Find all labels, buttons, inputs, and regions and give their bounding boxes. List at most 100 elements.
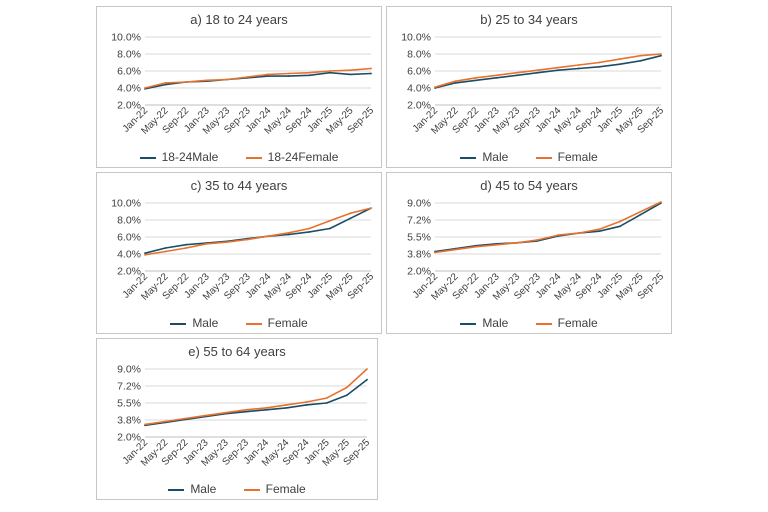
legend-label-female: Female — [557, 150, 598, 164]
chart-panel-d: d) 45 to 54 years 2.0% 3.8% 5.5% 7.2% 9.0% Ja… — [386, 172, 672, 334]
data-point-male — [164, 83, 167, 86]
y-tick-label: 8.0% — [407, 49, 431, 61]
data-point-female — [245, 408, 247, 411]
data-point-female — [205, 242, 208, 245]
y-tick-label: 2.0% — [407, 266, 431, 278]
y-tick-label: 2.0% — [407, 100, 431, 112]
data-point-female — [495, 243, 498, 246]
data-point-female — [164, 420, 167, 423]
data-point-female — [267, 73, 270, 76]
legend-item-female: Female — [245, 316, 308, 330]
y-tick-label: 6.0% — [117, 232, 141, 244]
y-tick-label: 7.2% — [407, 215, 431, 227]
data-point-male — [144, 252, 146, 255]
legend: Male Female — [387, 150, 671, 164]
y-tick-label: 10.0% — [111, 32, 141, 44]
legend-item-male: Male — [460, 150, 508, 164]
data-point-female — [329, 70, 331, 72]
chart-title: b) 25 to 34 years — [480, 12, 578, 27]
data-point-male — [598, 230, 601, 233]
data-point-male — [619, 225, 621, 228]
data-point-male — [287, 233, 290, 236]
legend-item-male: Male — [460, 316, 508, 330]
data-point-female — [475, 76, 477, 79]
data-point-female — [598, 61, 601, 64]
legend-swatch-male — [168, 488, 185, 491]
data-point-female — [660, 201, 662, 203]
chart-svg: 2.0%3.8%5.5%7.2%9.0%Jan-22May-22Sep-22Ja… — [117, 364, 372, 469]
legend: Male Female — [97, 316, 381, 330]
legend-item-male: Male — [170, 316, 218, 330]
data-point-female — [557, 234, 560, 236]
data-point-male — [495, 76, 498, 79]
legend: Male Female — [97, 482, 377, 496]
legend-item-male: Male — [168, 482, 216, 496]
data-point-female — [144, 87, 146, 89]
data-point-female — [329, 219, 331, 222]
data-point-female — [144, 253, 146, 256]
data-point-female — [164, 250, 167, 253]
y-tick-label: 4.0% — [117, 83, 141, 95]
chart-panel-b: b) 25 to 34 years 2.0% 4.0% 6.0% 8.0% 10.0% J… — [386, 6, 672, 168]
y-tick-label: 7.2% — [117, 381, 141, 393]
data-point-male — [287, 75, 290, 77]
data-point-female — [287, 72, 290, 75]
data-point-male — [536, 71, 539, 74]
data-point-female — [639, 210, 642, 213]
chart-svg: 2.0%3.8%5.5%7.2%9.0%Jan-22May-22Sep-22Ja… — [407, 198, 666, 303]
data-point-female — [246, 76, 249, 78]
series-line-male — [434, 54, 662, 89]
y-tick-label: 6.0% — [117, 66, 141, 78]
legend-swatch-female — [535, 156, 552, 159]
legend-label-male: Male — [190, 482, 217, 496]
data-point-female — [349, 69, 352, 72]
data-point-female — [370, 67, 372, 70]
chart-svg: 2.0%4.0%6.0%8.0%10.0%Jan-22May-22Sep-22J… — [111, 32, 376, 137]
data-point-female — [345, 386, 348, 389]
data-point-male — [639, 213, 642, 216]
y-tick-label: 2.0% — [117, 100, 141, 112]
y-tick-label: 4.0% — [407, 83, 431, 95]
data-point-female — [370, 207, 372, 209]
data-point-female — [287, 231, 290, 234]
data-point-female — [308, 71, 311, 74]
data-point-male — [305, 404, 308, 406]
data-point-male — [370, 72, 372, 75]
chart-title: a) 18 to 24 years — [190, 12, 288, 27]
data-point-male — [308, 74, 311, 77]
data-point-female — [577, 64, 580, 66]
data-point-female — [226, 241, 229, 243]
data-point-male — [660, 54, 662, 57]
data-point-male — [557, 69, 560, 72]
chart-panel-c: c) 35 to 44 years 2.0% 4.0% 6.0% 8.0% 10.0% J… — [96, 172, 382, 334]
data-point-female — [557, 66, 560, 69]
legend: 18-24Male 18-24Female — [97, 150, 381, 164]
legend-label-female: 18-24Female — [267, 150, 339, 164]
data-point-female — [325, 397, 328, 400]
data-point-male — [308, 231, 311, 233]
data-point-female — [619, 220, 621, 223]
legend-item-female: Female — [243, 482, 306, 496]
data-point-female — [639, 54, 642, 57]
legend: Male Female — [387, 316, 671, 330]
data-point-female — [536, 239, 539, 241]
legend-swatch-male — [170, 322, 187, 325]
legend-label-male: Male — [482, 150, 509, 164]
data-point-female — [366, 368, 368, 370]
y-tick-label: 10.0% — [111, 198, 141, 210]
data-point-female — [536, 69, 539, 72]
data-point-female — [454, 80, 457, 83]
data-point-female — [224, 411, 227, 414]
data-point-female — [434, 251, 436, 254]
series-line-female — [434, 53, 662, 88]
y-tick-label: 10.0% — [401, 32, 431, 44]
data-point-female — [205, 79, 208, 82]
legend-item-female: 18-24Female — [245, 150, 339, 164]
data-point-female — [246, 238, 249, 241]
y-tick-label: 8.0% — [117, 49, 141, 61]
legend-label-female: Female — [267, 316, 308, 330]
data-point-female — [660, 53, 662, 55]
data-point-male — [454, 82, 457, 84]
data-point-male — [598, 65, 601, 68]
legend-swatch-male — [460, 322, 477, 325]
